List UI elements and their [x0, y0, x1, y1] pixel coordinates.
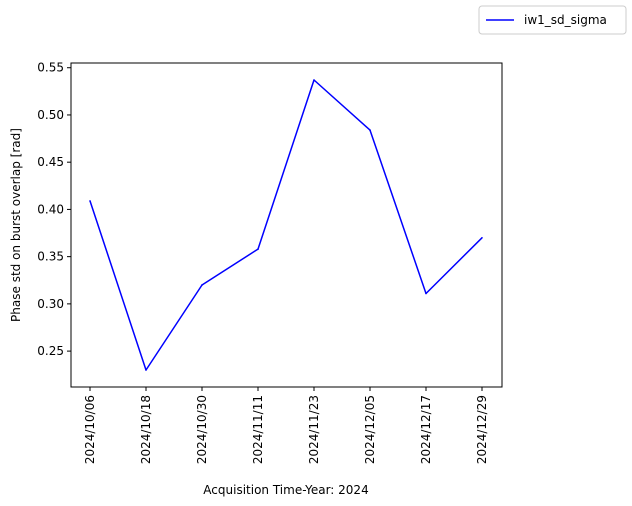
- y-tick-label: 0.45: [37, 155, 64, 169]
- data-point: [425, 292, 427, 295]
- data-point: [201, 284, 203, 286]
- x-axis-label: Acquisition Time-Year: 2024: [203, 483, 368, 497]
- y-axis: 0.25 0.30 0.35 0.40 0.45 0.50 0.55: [37, 61, 71, 358]
- series-layer: [89, 79, 483, 371]
- y-tick-label: 0.50: [37, 108, 64, 122]
- data-point: [369, 129, 371, 131]
- legend-box: [478, 5, 627, 35]
- y-tick-label: 0.30: [37, 297, 64, 311]
- y-tick-label: 0.35: [37, 250, 64, 264]
- data-point: [145, 369, 147, 371]
- x-tick-label: 2024/11/23: [307, 395, 321, 464]
- x-tick-label: 2024/10/30: [195, 395, 209, 464]
- legend: iw1_sd_sigma: [478, 5, 627, 35]
- y-axis-label: Phase std on burst overlap [rad]: [9, 128, 23, 322]
- x-tick-label: 2024/10/06: [83, 395, 97, 464]
- data-point: [89, 200, 91, 202]
- x-tick-label: 2024/12/17: [419, 395, 433, 464]
- x-tick-label: 2024/11/11: [251, 395, 265, 464]
- data-point: [481, 236, 483, 239]
- y-tick-label: 0.25: [37, 344, 64, 358]
- x-tick-label: 2024/12/05: [363, 395, 377, 464]
- y-tick-label: 0.55: [37, 61, 64, 75]
- x-tick-label: 2024/10/18: [139, 395, 153, 464]
- plot-area: [70, 62, 503, 388]
- data-point: [313, 79, 315, 81]
- data-point: [257, 248, 259, 250]
- x-tick-label: 2024/12/29: [475, 395, 489, 464]
- legend-label: iw1_sd_sigma: [524, 13, 607, 27]
- series-line: [89, 79, 483, 371]
- y-tick-label: 0.40: [37, 202, 64, 216]
- x-axis: 2024/10/06 2024/10/18 2024/10/30 2024/11/11…: [83, 387, 489, 464]
